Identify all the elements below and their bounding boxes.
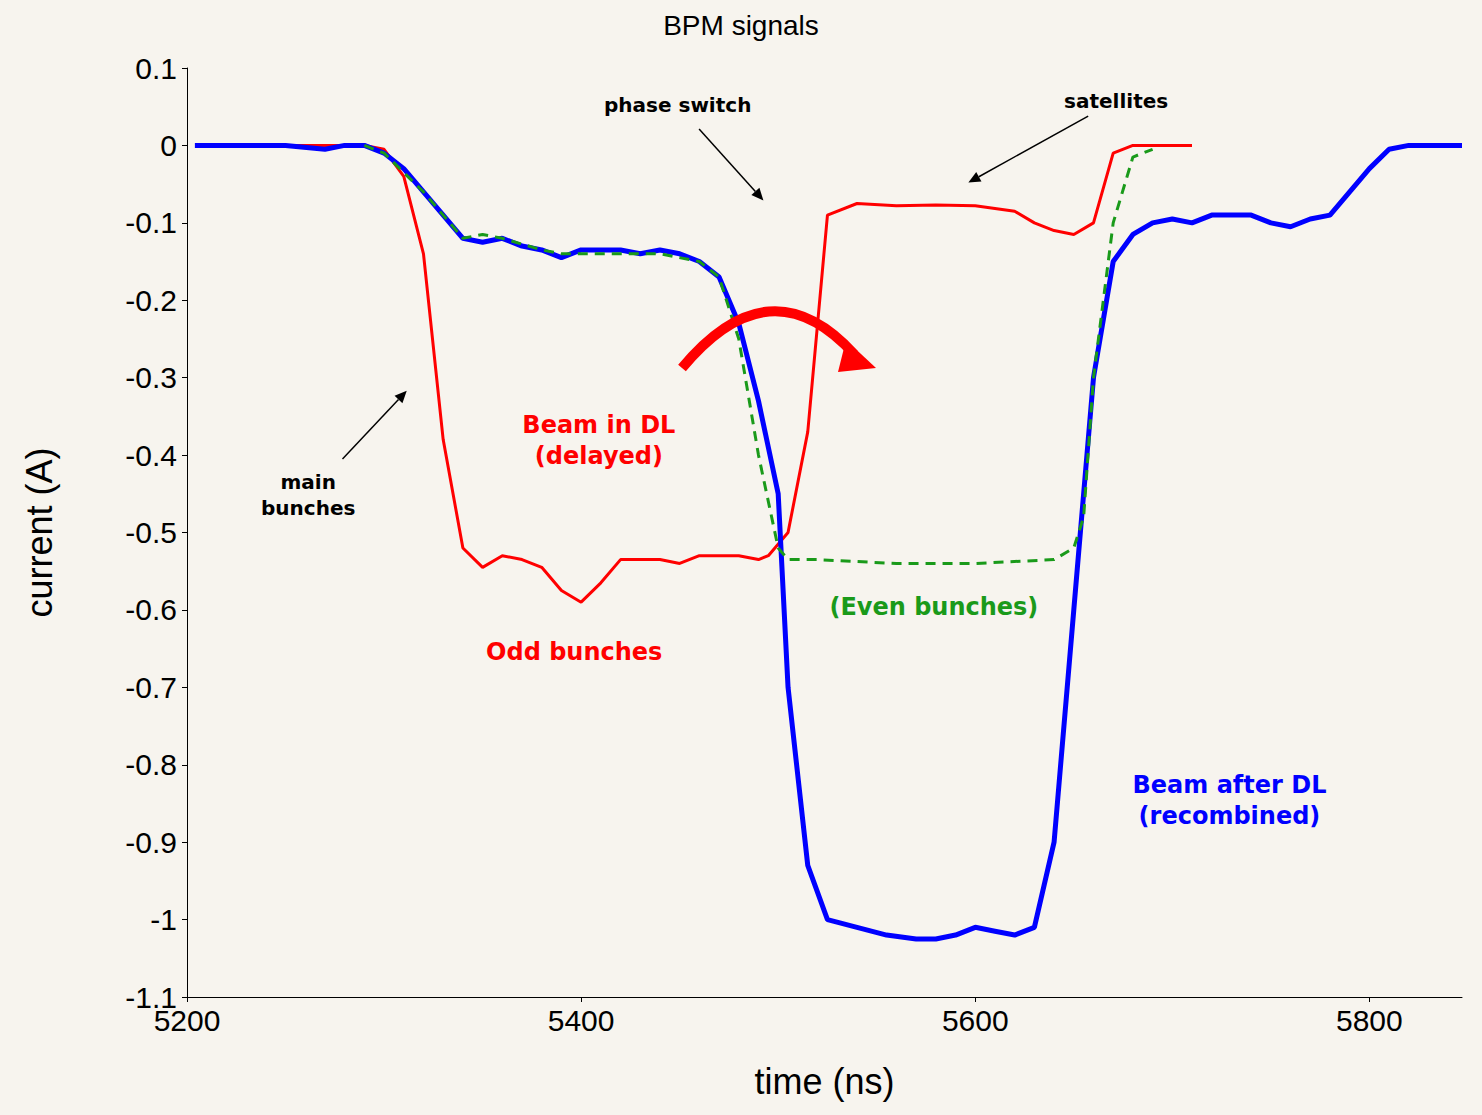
svg-text:-0.1: -0.1 xyxy=(125,206,177,239)
svg-text:-0.2: -0.2 xyxy=(125,284,177,317)
svg-text:-1.1: -1.1 xyxy=(125,980,177,1014)
svg-text:-0.8: -0.8 xyxy=(125,748,177,781)
svg-text:current (A): current (A) xyxy=(19,447,60,617)
svg-text:BPM signals: BPM signals xyxy=(663,10,819,41)
svg-text:-0.6: -0.6 xyxy=(125,593,177,626)
svg-text:0.1: 0.1 xyxy=(135,52,177,85)
svg-text:Beam after DL: Beam after DL xyxy=(1133,771,1327,799)
svg-text:(Even bunches): (Even bunches) xyxy=(829,593,1038,621)
svg-text:Beam in DL: Beam in DL xyxy=(522,411,675,439)
svg-text:5800: 5800 xyxy=(1336,1004,1403,1037)
svg-text:5600: 5600 xyxy=(942,1004,1009,1037)
svg-text:time (ns): time (ns) xyxy=(754,1061,894,1102)
svg-text:5200: 5200 xyxy=(154,1004,221,1037)
svg-text:-0.9: -0.9 xyxy=(125,826,177,859)
svg-text:-0.4: -0.4 xyxy=(125,439,177,472)
svg-text:main: main xyxy=(280,470,335,494)
svg-text:0: 0 xyxy=(160,129,177,162)
svg-text:satellites: satellites xyxy=(1064,89,1168,113)
svg-text:(delayed): (delayed) xyxy=(535,442,663,470)
svg-text:5400: 5400 xyxy=(548,1004,615,1037)
svg-text:-0.5: -0.5 xyxy=(125,516,177,549)
svg-text:phase switch: phase switch xyxy=(604,93,751,117)
svg-text:bunches: bunches xyxy=(261,496,355,520)
svg-text:-1: -1 xyxy=(150,903,177,936)
svg-text:Odd bunches: Odd bunches xyxy=(486,638,662,666)
svg-text:(recombined): (recombined) xyxy=(1139,802,1321,830)
svg-text:-0.3: -0.3 xyxy=(125,361,177,394)
svg-text:-0.7: -0.7 xyxy=(125,671,177,704)
